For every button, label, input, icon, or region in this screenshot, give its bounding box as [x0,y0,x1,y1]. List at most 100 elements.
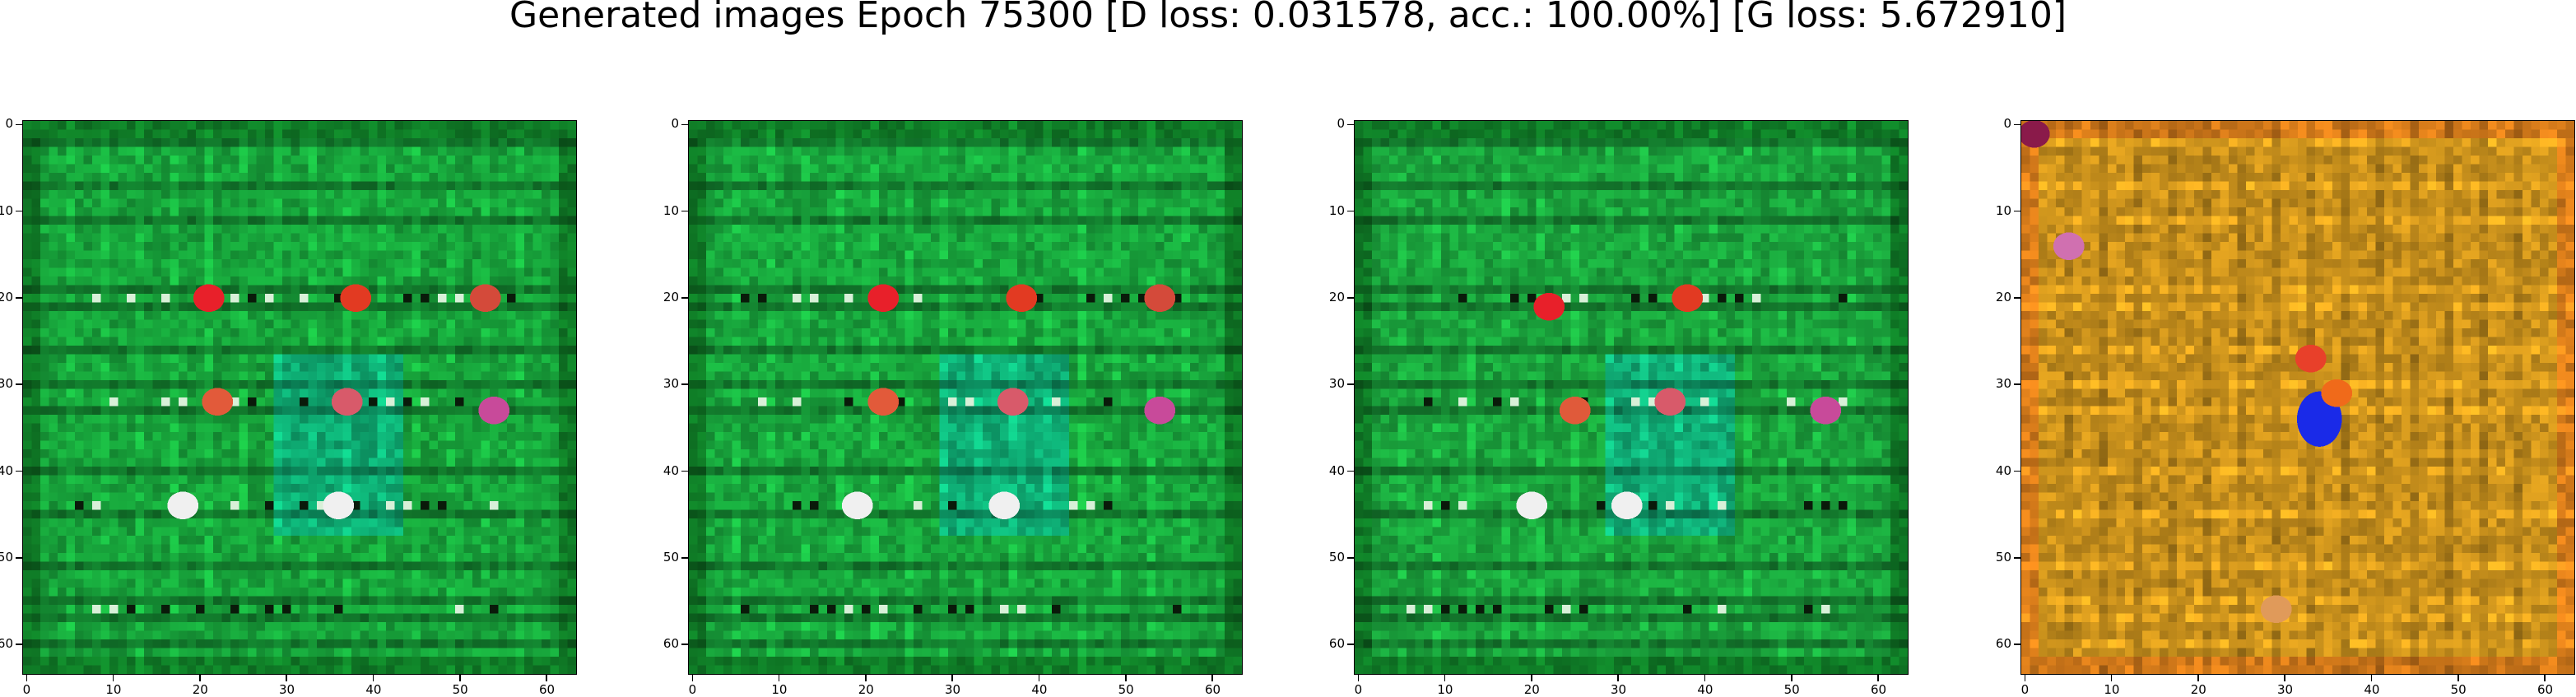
highlight-blob [478,397,509,425]
y-tick-label: 10 [663,205,679,217]
highlight-blob [193,284,225,312]
x-tick-label: 30 [2277,684,2293,696]
x-tick-label: 0 [689,684,697,696]
y-tick [1347,557,1354,559]
x-tick [1877,675,1879,681]
x-tick-label: 10 [2104,684,2119,696]
x-tick [2457,675,2459,681]
x-tick [373,675,374,681]
x-tick-label: 20 [1524,684,1540,696]
x-tick-label: 60 [2537,684,2553,696]
highlight-blob [1611,491,1643,519]
x-tick [2371,675,2373,681]
highlight-blob [1144,397,1175,425]
y-tick [16,471,22,472]
highlight-blob [167,491,198,519]
highlight-blob [2261,595,2292,623]
x-tick-label: 0 [2021,684,2030,696]
x-tick [26,675,28,681]
y-tick [2014,211,2020,212]
highlight-blob [1144,284,1175,312]
y-tick-label: 30 [1996,378,2011,390]
highlight-blob [867,284,899,312]
y-tick [1347,211,1354,212]
y-tick [16,211,22,212]
x-tick-label: 10 [1437,684,1453,696]
x-tick-label: 30 [945,684,960,696]
y-tick-label: 60 [1996,638,2011,650]
x-tick-label: 20 [2191,684,2206,696]
y-tick-label: 50 [1996,551,2011,564]
y-tick-label: 20 [663,291,679,304]
y-tick [1347,644,1354,645]
x-tick [1358,675,1360,681]
y-tick-label: 0 [5,118,13,130]
y-tick [16,557,22,559]
y-tick [681,211,688,212]
highlight-blob [323,491,354,519]
y-tick-label: 10 [1329,205,1345,217]
x-tick-label: 30 [279,684,295,696]
y-tick [681,297,688,299]
x-tick-label: 30 [1611,684,1626,696]
highlight-blob [2321,379,2352,407]
highlight-blob [1560,397,1591,425]
y-tick [2014,124,2020,126]
highlight-blob [340,284,371,312]
y-tick [1347,383,1354,385]
y-tick-label: 0 [2003,118,2011,130]
x-tick-label: 60 [539,684,555,696]
y-tick-label: 40 [663,465,679,477]
y-tick [681,557,688,559]
y-tick-label: 0 [1337,118,1345,130]
y-tick [2014,297,2020,299]
x-tick-label: 0 [1355,684,1363,696]
image-panel-4 [2020,120,2575,675]
y-tick [16,297,22,299]
y-tick-label: 60 [1329,638,1345,650]
x-tick-label: 20 [858,684,874,696]
highlight-blob [988,491,1020,519]
y-tick-label: 20 [1329,291,1345,304]
x-tick-label: 50 [2451,684,2467,696]
x-tick [2197,675,2199,681]
generated-image-4 [2021,121,2574,674]
x-tick [779,675,780,681]
highlight-blob [1006,284,1037,312]
x-tick [1125,675,1127,681]
highlight-blob [470,284,501,312]
highlight-blob [997,388,1029,416]
x-tick [546,675,547,681]
y-tick-label: 50 [663,551,679,564]
generated-image-3 [1355,121,1908,674]
y-tick [2014,557,2020,559]
x-tick-label: 10 [771,684,787,696]
x-tick [113,675,114,681]
x-tick [2111,675,2113,681]
x-tick [2025,675,2026,681]
x-tick-label: 60 [1205,684,1221,696]
y-tick-label: 60 [663,638,679,650]
x-tick-label: 0 [23,684,31,696]
x-tick-label: 10 [105,684,121,696]
figure-title: Generated images Epoch 75300 [D loss: 0.… [0,0,2576,49]
x-tick [865,675,867,681]
x-tick [2284,675,2285,681]
y-tick-label: 40 [1996,465,2011,477]
x-tick-label: 40 [1031,684,1047,696]
y-tick-label: 30 [663,378,679,390]
x-tick [692,675,694,681]
highlight-blob [867,388,899,416]
y-tick [681,124,688,126]
x-tick [286,675,287,681]
y-tick [16,644,22,645]
highlight-blob [2295,345,2327,373]
y-tick-label: 30 [0,378,13,390]
y-tick [16,383,22,385]
x-tick [2544,675,2546,681]
y-tick [16,124,22,126]
x-tick [199,675,201,681]
y-tick-label: 0 [671,118,679,130]
y-tick [1347,297,1354,299]
y-tick [2014,644,2020,645]
